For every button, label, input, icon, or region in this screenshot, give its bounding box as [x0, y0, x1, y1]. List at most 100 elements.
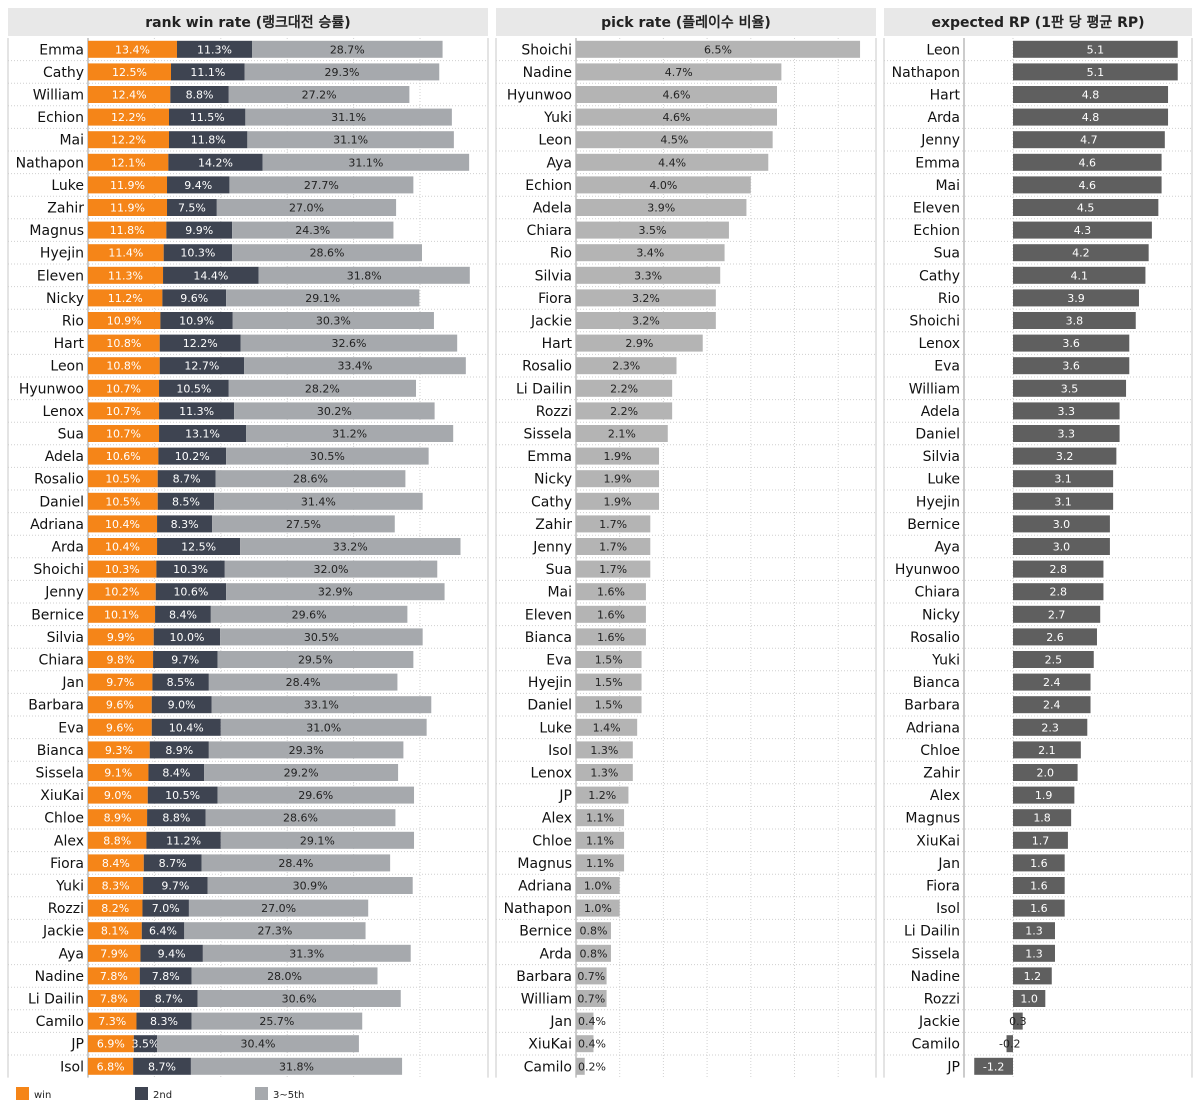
- pick-rate-panel: pick rate (플레이수 비율) Shoichi 6.5% Nadine 4.7…: [495, 8, 877, 1078]
- pick-rate-bar: [576, 696, 642, 714]
- category-label: Li Dailin: [516, 381, 572, 397]
- bar-segment-win: [88, 560, 157, 578]
- data-label: 5.1: [1087, 66, 1105, 79]
- data-label: 1.1%: [586, 812, 614, 825]
- category-label: Bernice: [907, 517, 960, 533]
- bar-segment-3-5th: [232, 244, 422, 262]
- data-label: 0.8%: [580, 925, 608, 938]
- data-label: 8.8%: [186, 89, 214, 102]
- category-label: Camilo: [912, 1037, 960, 1053]
- bar-segment-win: [88, 402, 160, 420]
- data-label: 4.1: [1070, 269, 1088, 282]
- data-label: 11.1%: [190, 66, 225, 79]
- category-label: Arda: [51, 540, 84, 556]
- bar-segment-2nd: [171, 63, 245, 81]
- bar-segment-win: [88, 492, 158, 510]
- data-label: 3.1: [1054, 473, 1072, 486]
- bar-segment-3-5th: [217, 786, 415, 804]
- bar-segment-3-5th: [184, 922, 366, 940]
- category-label: Rozzi: [924, 992, 960, 1008]
- data-label: 3.1: [1054, 495, 1072, 508]
- category-label: Jackie: [918, 1014, 960, 1030]
- category-label: Adriana: [518, 879, 572, 895]
- bar-segment-win: [88, 651, 154, 668]
- bar-segment-3-5th: [191, 967, 378, 985]
- data-label: 28.6%: [293, 473, 328, 486]
- bar-segment-3-5th: [240, 538, 461, 555]
- bar-segment-3-5th: [240, 334, 458, 352]
- category-label: Isol: [936, 901, 960, 917]
- data-label: 1.7: [1032, 834, 1050, 847]
- data-label: 8.5%: [172, 495, 200, 508]
- bar-segment-win: [88, 447, 159, 465]
- data-label: 2.3: [1041, 721, 1059, 734]
- category-label: Camilo: [524, 1059, 572, 1075]
- category-label: Adriana: [30, 517, 84, 533]
- expected-rp-bar: [1013, 854, 1065, 872]
- data-label: 1.1%: [586, 834, 614, 847]
- category-label: Rozzi: [48, 901, 84, 917]
- data-label: 1.6: [1030, 902, 1048, 915]
- bar-segment-2nd: [151, 696, 212, 714]
- pick-rate-bar: [576, 651, 642, 668]
- category-label: Jackie: [530, 314, 572, 330]
- pick-rate-bar: [576, 312, 716, 329]
- expected-rp-bar: [1013, 673, 1091, 691]
- legend-swatch-3-5th: [255, 1087, 268, 1100]
- data-label: 31.1%: [348, 156, 383, 169]
- data-label: 10.2%: [175, 450, 210, 463]
- data-label: 30.5%: [304, 631, 339, 644]
- bar-segment-win: [88, 131, 170, 149]
- data-label: 8.2%: [101, 902, 129, 915]
- pick-rate-bar: [576, 764, 633, 781]
- bar-segment-win: [88, 944, 141, 962]
- expected-rp-bar: [1013, 447, 1117, 465]
- bar-segment-2nd: [168, 153, 263, 171]
- data-label: 10.7%: [106, 428, 141, 441]
- expected-rp-bar: [1013, 990, 1046, 1007]
- data-label: 4.7: [1080, 134, 1098, 147]
- category-label: Hart: [542, 336, 573, 352]
- data-label: 3.4%: [636, 247, 664, 260]
- bar-segment-3-5th: [226, 289, 420, 307]
- pick-rate-bar: [576, 402, 673, 420]
- bar-segment-2nd: [147, 786, 218, 804]
- bar-segment-3-5th: [228, 86, 410, 103]
- category-label: JP: [946, 1059, 960, 1075]
- expected-rp-bar: [1013, 967, 1052, 985]
- category-label: Arda: [539, 946, 572, 962]
- bar-segment-win: [88, 854, 144, 872]
- category-label: Zahir: [535, 517, 572, 533]
- pick-rate-bar: [576, 447, 660, 465]
- category-label: XiuKai: [528, 1037, 572, 1053]
- bar-segment-3-5th: [212, 515, 395, 533]
- data-label: 9.9%: [107, 631, 135, 644]
- data-label: 28.4%: [278, 857, 313, 870]
- bar-segment-win: [88, 696, 152, 714]
- category-label: Shoichi: [521, 42, 572, 58]
- data-label: 10.3%: [173, 563, 208, 576]
- bar-segment-win: [88, 1012, 137, 1030]
- pick-rate-bar: [576, 583, 646, 601]
- expected-rp-bar: [1013, 786, 1075, 804]
- pick-rate-bar: [576, 266, 721, 284]
- bar-segment-2nd: [162, 289, 227, 307]
- bar-segment-win: [88, 877, 144, 894]
- category-label: Alex: [54, 833, 84, 849]
- category-label: Rio: [62, 314, 84, 330]
- expected-rp-bar: [1013, 63, 1178, 81]
- bar-segment-3-5th: [244, 357, 466, 375]
- category-label: Hyejin: [916, 494, 960, 510]
- bar-segment-3-5th: [216, 199, 397, 216]
- expected-rp-bar: [1013, 651, 1094, 668]
- data-label: 11.4%: [108, 247, 143, 260]
- data-label: 8.4%: [102, 857, 130, 870]
- data-label: 6.8%: [97, 1060, 125, 1073]
- bar-segment-2nd: [157, 492, 215, 510]
- bar-segment-win: [88, 922, 142, 940]
- data-label: 7.8%: [100, 970, 128, 983]
- category-label: Jenny: [532, 540, 572, 556]
- data-label: 9.6%: [106, 721, 134, 734]
- data-label: 9.7%: [106, 676, 134, 689]
- data-label: 1.6%: [597, 608, 625, 621]
